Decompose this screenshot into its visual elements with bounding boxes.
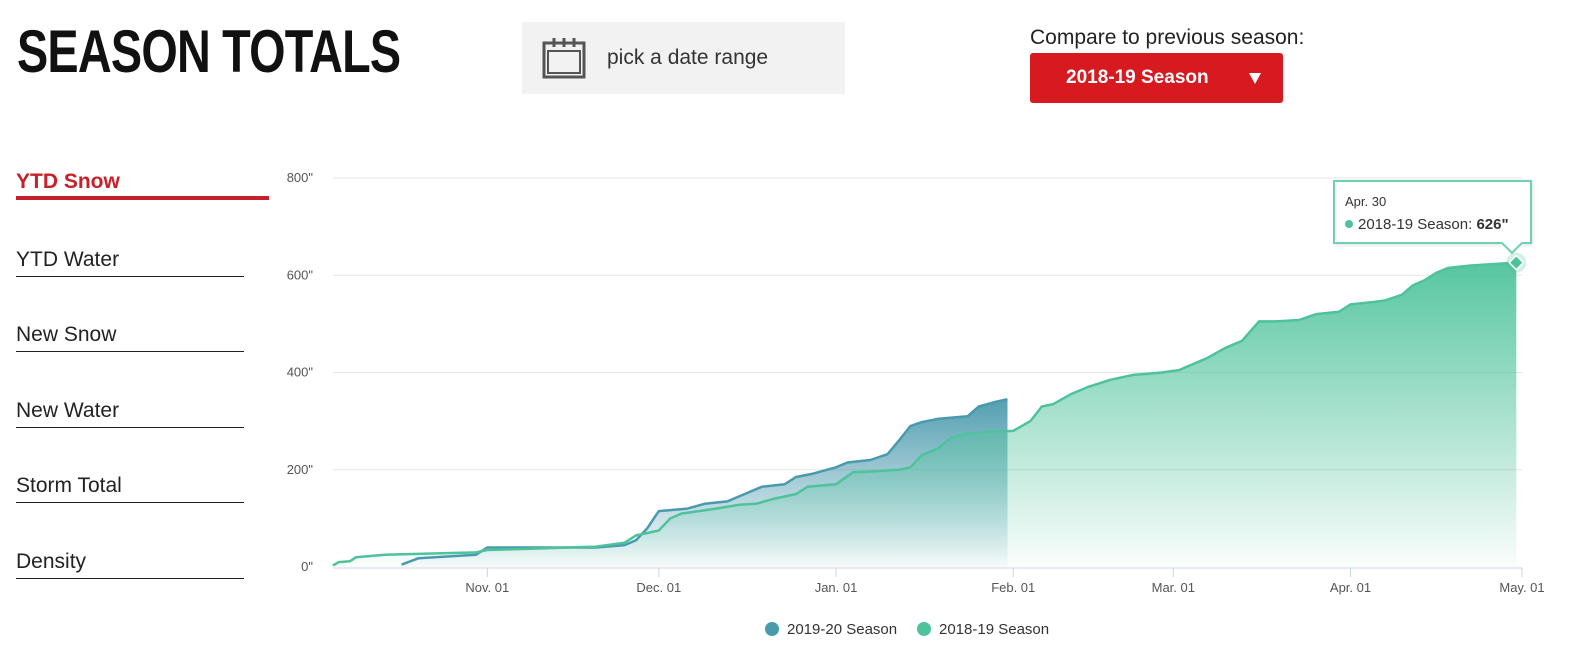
tooltip-date: Apr. 30 <box>1345 194 1387 209</box>
chart-lines <box>332 261 1517 567</box>
tab-ytd-water[interactable]: YTD Water <box>16 248 244 277</box>
tab-ytd-snow[interactable]: YTD Snow <box>16 170 269 200</box>
caret-down-icon <box>1249 73 1261 84</box>
x-tick-label: May. 01 <box>1499 580 1544 595</box>
series-line-2019-20-season <box>401 397 1008 566</box>
series-area-2018-19-season <box>333 262 1517 567</box>
tab-storm-total[interactable]: Storm Total <box>16 474 244 503</box>
legend-dot <box>765 622 779 636</box>
tab-density[interactable]: Density <box>16 550 244 579</box>
legend-item-2018-19[interactable]: 2018-19 Season <box>917 621 1049 638</box>
x-tick-label: Feb. 01 <box>991 580 1035 595</box>
tooltip-line: 2018-19 Season: 626" <box>1345 216 1509 233</box>
legend-item-2019-20[interactable]: 2019-20 Season <box>765 621 897 638</box>
season-select[interactable]: 2018-19 Season <box>1030 53 1283 103</box>
tab-new-water[interactable]: New Water <box>16 399 244 428</box>
x-tick-label: Jan. 01 <box>815 580 858 595</box>
season-select-value: 2018-19 Season <box>1066 67 1209 88</box>
chart-markers <box>1506 252 1527 273</box>
tooltip-series: 2018-19 Season <box>1358 216 1469 233</box>
tooltip-series-dot <box>1345 220 1353 228</box>
date-range-picker[interactable]: pick a date range <box>522 22 845 94</box>
y-tick-label: 0" <box>301 559 313 574</box>
y-tick-label: 800" <box>287 170 314 185</box>
calendar-icon <box>542 37 586 79</box>
x-tick-label: Nov. 01 <box>465 580 509 595</box>
chart-tooltip: Apr. 30 2018-19 Season: 626" <box>1333 180 1532 255</box>
x-tick-label: Apr. 01 <box>1330 580 1371 595</box>
x-tick-label: Mar. 01 <box>1152 580 1195 595</box>
tooltip-value: 626" <box>1476 216 1509 233</box>
y-tick-label: 400" <box>287 365 314 380</box>
legend-label: 2019-20 Season <box>787 621 898 638</box>
chart-areas <box>333 262 1517 567</box>
tab-new-snow[interactable]: New Snow <box>16 323 244 352</box>
y-tick-label: 600" <box>287 267 314 282</box>
page-title-text: SEASON TOTALS <box>17 18 401 85</box>
series-line-2018-19-season <box>332 261 1517 567</box>
compare-label: Compare to previous season: <box>1030 26 1305 49</box>
chart-axes: 0" 200" 400" 600" 800" Nov. 01 Dec. 01 Jan. 01 F… <box>287 170 1545 595</box>
date-range-label: pick a date range <box>607 46 769 69</box>
x-tick-label: Dec. 01 <box>636 580 681 595</box>
legend-label: 2018-19 Season <box>939 621 1050 638</box>
y-tick-label: 200" <box>287 462 314 477</box>
legend-dot <box>917 622 931 636</box>
hover-marker <box>1508 254 1525 271</box>
